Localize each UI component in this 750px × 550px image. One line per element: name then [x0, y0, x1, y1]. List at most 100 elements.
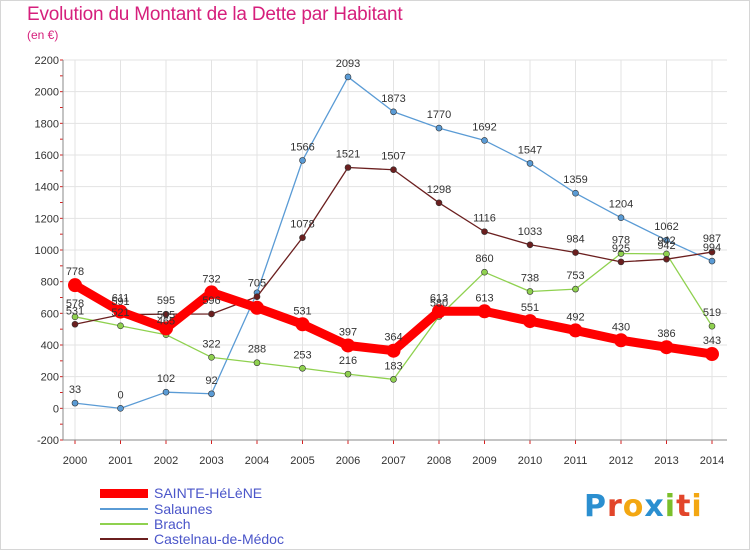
legend-label: Salaunes	[154, 501, 213, 517]
data-label: 778	[66, 266, 84, 278]
data-point-1	[526, 160, 534, 167]
data-point-3	[617, 258, 625, 266]
x-tick-label: 2010	[518, 455, 542, 467]
data-label: 978	[612, 234, 630, 246]
data-label: 1116	[473, 213, 496, 225]
data-point-0	[659, 340, 674, 355]
data-label: 216	[339, 355, 357, 367]
data-point-1	[663, 236, 670, 244]
data-point-0	[250, 300, 264, 315]
data-point-2	[253, 359, 261, 367]
data-point-2	[208, 354, 215, 361]
legend-item-castelnau[interactable]: Castelnau-de-Médoc	[100, 531, 360, 547]
y-tick-label: 800	[41, 277, 59, 289]
data-label: 521	[111, 307, 129, 319]
data-label: 1873	[381, 93, 405, 105]
y-tick-label: 1400	[35, 182, 59, 194]
data-label: 1298	[427, 184, 451, 196]
data-point-0	[523, 314, 537, 329]
legend-item-brach[interactable]: Brach	[100, 516, 360, 532]
data-label: 2093	[336, 58, 360, 70]
legend-swatch-salaunes	[100, 508, 148, 510]
data-label: 738	[521, 272, 539, 284]
data-label: 613	[430, 292, 448, 304]
data-point-3	[572, 249, 579, 256]
data-label: 1521	[336, 149, 360, 161]
y-tick-label: 400	[41, 340, 59, 352]
y-tick-label: 1800	[35, 118, 59, 130]
legend-swatch-sainte-helene	[100, 489, 148, 498]
data-label: 397	[339, 326, 357, 338]
legend-label: Brach	[154, 516, 191, 532]
data-label: 984	[566, 234, 584, 246]
data-label: 596	[202, 295, 220, 307]
data-label: 613	[475, 292, 493, 304]
data-label: 492	[566, 311, 584, 323]
logo-letter: o	[622, 489, 645, 524]
data-label: 591	[111, 296, 129, 308]
data-label: 288	[248, 344, 266, 356]
data-point-2	[71, 313, 79, 321]
data-point-3	[663, 255, 670, 263]
data-label: 1062	[654, 221, 678, 233]
data-label: 519	[703, 307, 721, 319]
data-point-1	[435, 124, 443, 132]
y-tick-label: 2200	[35, 55, 59, 67]
data-point-3	[435, 199, 443, 207]
data-label: 1359	[563, 174, 587, 186]
x-tick-label: 2009	[472, 455, 496, 467]
data-label: 925	[612, 243, 630, 255]
y-tick-label: 200	[41, 372, 59, 384]
legend-item-salaunes[interactable]: Salaunes	[100, 501, 360, 517]
proxiti-logo: Proxiti	[584, 489, 703, 524]
data-label: 505	[157, 309, 175, 321]
data-label: 1204	[609, 199, 633, 211]
x-tick-label: 2002	[154, 455, 178, 467]
x-tick-label: 2005	[290, 455, 314, 467]
data-label: 1692	[472, 121, 496, 133]
legend-item-sainte-helene[interactable]: SAINTE-HéLèNE	[100, 485, 360, 501]
data-label: 994	[703, 242, 721, 254]
y-tick-label: 2000	[35, 87, 59, 99]
x-tick-label: 2000	[63, 455, 87, 467]
data-point-0	[705, 347, 719, 362]
data-point-3	[708, 248, 716, 256]
data-label: 364	[384, 332, 402, 344]
data-label: 322	[202, 338, 220, 350]
data-point-3	[481, 228, 488, 235]
data-label: 531	[66, 305, 84, 317]
legend-swatch-castelnau	[100, 538, 148, 540]
x-tick-label: 2008	[427, 455, 451, 467]
data-point-3	[526, 241, 534, 249]
data-label: 102	[157, 373, 175, 385]
data-label: 1547	[518, 144, 542, 156]
data-point-3	[71, 320, 79, 328]
data-label: 465	[157, 316, 175, 328]
legend-label: SAINTE-HéLèNE	[154, 485, 263, 501]
data-label: 753	[566, 270, 584, 282]
data-point-0	[477, 304, 492, 319]
data-label: 987	[703, 233, 721, 245]
data-point-3	[162, 310, 170, 318]
data-point-0	[432, 304, 446, 319]
data-label: 1078	[290, 219, 314, 231]
data-label: 1770	[427, 109, 451, 121]
data-point-2	[526, 288, 534, 295]
x-tick-label: 2004	[245, 455, 269, 467]
data-label: 430	[612, 321, 630, 333]
data-label: 1507	[381, 151, 405, 163]
data-label: 531	[293, 305, 311, 317]
data-point-3	[390, 166, 397, 174]
x-tick-label: 2013	[654, 455, 678, 467]
y-tick-label: -200	[37, 435, 59, 447]
data-label: 942	[657, 235, 675, 247]
data-label: 578	[66, 298, 84, 310]
data-point-2	[572, 285, 579, 293]
data-label: 386	[657, 328, 675, 340]
data-point-3	[344, 164, 352, 171]
legend-swatch-brach	[100, 523, 148, 525]
data-point-1	[481, 137, 488, 144]
data-point-0	[159, 321, 173, 336]
data-point-1	[162, 388, 170, 396]
x-tick-label: 2011	[564, 455, 588, 467]
